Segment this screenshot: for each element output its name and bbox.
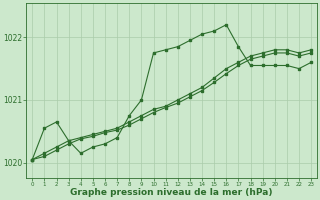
X-axis label: Graphe pression niveau de la mer (hPa): Graphe pression niveau de la mer (hPa) — [70, 188, 273, 197]
